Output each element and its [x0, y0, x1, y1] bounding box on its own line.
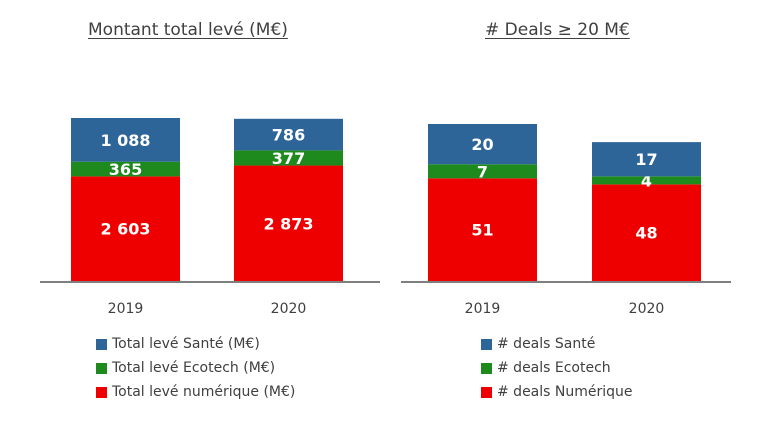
- bar-amount-ecotech-2019: [71, 161, 180, 177]
- x-tick-label-deals-2020: 2020: [629, 301, 665, 317]
- data-label-deals-sante-2019: 20: [471, 135, 493, 154]
- legend-swatch-numerique: [481, 386, 492, 398]
- bar-amount-numerique-2019: [71, 176, 180, 281]
- data-label-amount-sante-2020: 786: [272, 126, 305, 145]
- data-label-amount-numerique-2019: 2 603: [100, 220, 150, 239]
- legend-item-ecotech: Total levé Ecotech (M€): [96, 356, 295, 380]
- data-label-deals-ecotech-2020: 4: [641, 171, 652, 190]
- legend-item-numerique: Total levé numérique (M€): [96, 380, 295, 404]
- data-label-amount-ecotech-2020: 377: [272, 149, 305, 168]
- bar-deals-numerique-2019: [428, 178, 537, 281]
- bar-deals-sante-2019: [428, 124, 537, 165]
- bar-amount-ecotech-2020: [234, 150, 343, 166]
- chart-title-deals: # Deals ≥ 20 M€: [485, 20, 630, 40]
- x-tick-label-amount-2019: 2019: [108, 301, 144, 317]
- chart-title-amount: Montant total levé (M€): [88, 20, 288, 40]
- legend-item-sante: # deals Santé: [481, 332, 633, 356]
- bar-deals-numerique-2020: [592, 184, 701, 281]
- bar-amount-numerique-2020: [234, 165, 343, 281]
- bar-deals-ecotech-2019: [428, 164, 537, 179]
- data-label-deals-ecotech-2019: 7: [477, 162, 488, 181]
- data-label-deals-numerique-2020: 48: [635, 224, 657, 243]
- bar-amount-sante-2019: [71, 118, 180, 162]
- legend-swatch-sante: [96, 338, 107, 350]
- legend-label: Total levé Santé (M€): [112, 336, 260, 352]
- legend-item-sante: Total levé Santé (M€): [96, 332, 295, 356]
- legend-label: Total levé Ecotech (M€): [112, 360, 276, 376]
- legend-deals: # deals Santé # deals Ecotech # deals Nu…: [481, 332, 633, 404]
- bar-deals-sante-2020: [592, 142, 701, 177]
- x-tick-label-amount-2020: 2020: [271, 301, 307, 317]
- legend-swatch-sante: [481, 338, 492, 350]
- legend-swatch-ecotech: [96, 362, 107, 374]
- legend-label: # deals Santé: [497, 336, 596, 352]
- legend-label: # deals Numérique: [497, 384, 633, 400]
- bar-deals-ecotech-2020: [592, 176, 701, 185]
- legend-item-numerique: # deals Numérique: [481, 380, 633, 404]
- legend-swatch-numerique: [96, 386, 107, 398]
- legend-label: # deals Ecotech: [497, 360, 611, 376]
- data-label-deals-sante-2020: 17: [635, 150, 657, 169]
- legend-amount: Total levé Santé (M€) Total levé Ecotech…: [96, 332, 295, 404]
- legend-item-ecotech: # deals Ecotech: [481, 356, 633, 380]
- data-label-amount-numerique-2020: 2 873: [263, 214, 313, 233]
- data-label-deals-numerique-2019: 51: [471, 221, 493, 240]
- bar-amount-sante-2020: [234, 118, 343, 151]
- legend-label: Total levé numérique (M€): [112, 384, 296, 400]
- data-label-amount-ecotech-2019: 365: [109, 160, 142, 179]
- legend-swatch-ecotech: [481, 362, 492, 374]
- data-label-amount-sante-2019: 1 088: [100, 131, 150, 150]
- x-tick-label-deals-2019: 2019: [465, 301, 501, 317]
